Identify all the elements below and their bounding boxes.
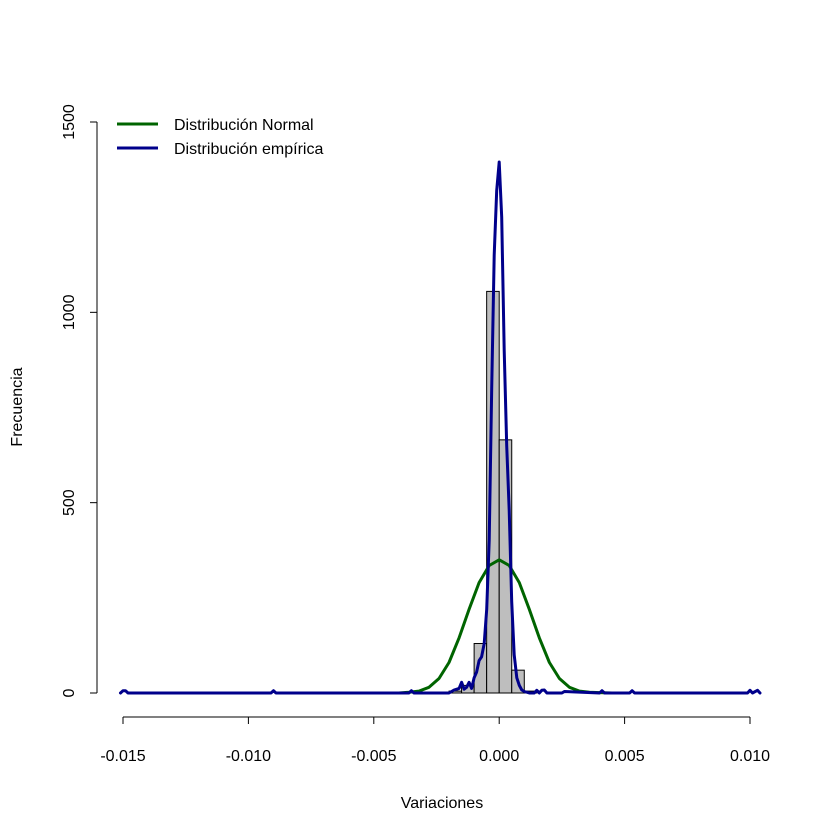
- x-tick-label: 0.010: [730, 748, 770, 765]
- y-axis: 0 500 1000 1500: [61, 104, 98, 697]
- normal-distribution-curve: [397, 558, 614, 695]
- legend-label-normal: Distribución Normal: [174, 117, 314, 134]
- x-tick-label: -0.005: [351, 748, 396, 765]
- x-axis: -0.015 -0.010 -0.005 0.000 0.005 0.010: [100, 716, 770, 765]
- empirical-distribution-curve: [119, 160, 762, 695]
- y-tick-label: 1000: [61, 294, 78, 330]
- y-tick-label: 0: [61, 688, 78, 697]
- y-axis-title: Frecuencia: [9, 367, 26, 446]
- legend: Distribución Normal Distribución empíric…: [117, 117, 323, 158]
- x-tick-label: 0.000: [479, 748, 519, 765]
- y-tick-label: 500: [61, 489, 78, 516]
- curves: [119, 160, 762, 695]
- x-tick-label: 0.005: [605, 748, 645, 765]
- legend-label-empirical: Distribución empírica: [174, 141, 323, 158]
- x-tick-label: -0.010: [226, 748, 271, 765]
- y-tick-label: 1500: [61, 104, 78, 140]
- x-tick-label: -0.015: [100, 748, 145, 765]
- x-axis-title: Variaciones: [401, 795, 483, 812]
